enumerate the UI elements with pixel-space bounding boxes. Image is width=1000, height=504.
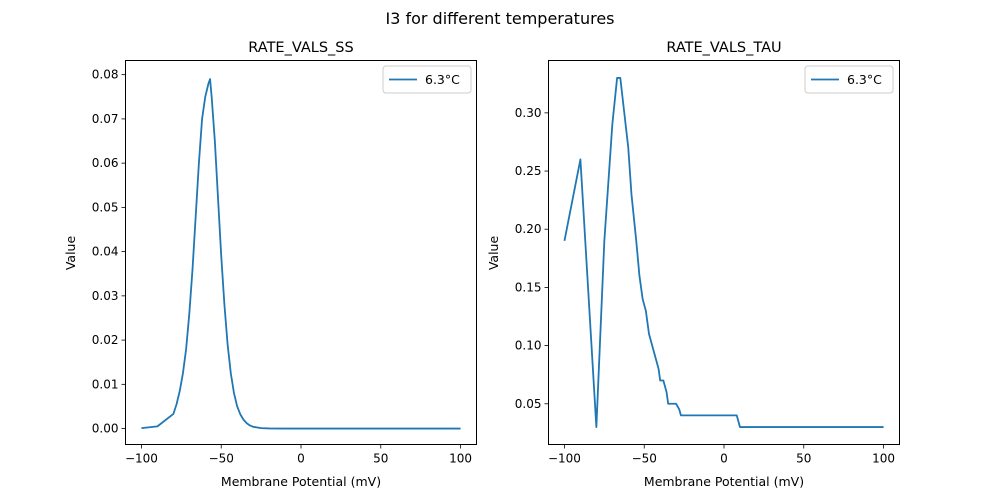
y-tick-label: 0.04 [92, 245, 119, 259]
figure-suptitle: I3 for different temperatures [385, 9, 614, 28]
x-tick-label: −100 [125, 452, 158, 466]
y-tick-label: 0.01 [92, 377, 119, 391]
y-tick-label: 0.00 [92, 422, 119, 436]
y-tick-label: 0.05 [92, 200, 119, 214]
y-axis-label: Value [486, 236, 501, 271]
y-tick-label: 0.07 [92, 112, 119, 126]
x-tick-label: 100 [872, 452, 895, 466]
subplot-title: RATE_VALS_TAU [666, 40, 781, 56]
y-tick-label: 0.02 [92, 333, 119, 347]
y-tick-label: 0.15 [515, 280, 542, 294]
x-tick-label: 0 [720, 452, 728, 466]
y-tick-label: 0.25 [515, 164, 542, 178]
y-tick-label: 0.03 [92, 289, 119, 303]
x-tick-label: 50 [796, 452, 811, 466]
y-tick-label: 0.05 [515, 397, 542, 411]
legend: 6.3°C [805, 66, 893, 93]
y-tick-label: 0.30 [515, 106, 542, 120]
legend-label: 6.3°C [425, 72, 460, 87]
x-tick-label: 50 [373, 452, 388, 466]
x-tick-label: 0 [297, 452, 305, 466]
y-tick-label: 0.20 [515, 222, 542, 236]
y-tick-label: 0.08 [92, 68, 119, 82]
subplot-title: RATE_VALS_SS [248, 40, 353, 56]
x-tick-label: −50 [632, 452, 657, 466]
legend: 6.3°C [383, 66, 471, 93]
legend-label: 6.3°C [847, 72, 882, 87]
x-tick-label: −100 [548, 452, 581, 466]
x-axis-label: Membrane Potential (mV) [644, 474, 804, 489]
y-tick-label: 0.10 [515, 339, 542, 353]
x-tick-label: 100 [449, 452, 472, 466]
y-axis-label: Value [63, 236, 78, 271]
x-tick-label: −50 [209, 452, 234, 466]
x-axis-label: Membrane Potential (mV) [221, 474, 381, 489]
y-tick-label: 0.06 [92, 156, 119, 170]
